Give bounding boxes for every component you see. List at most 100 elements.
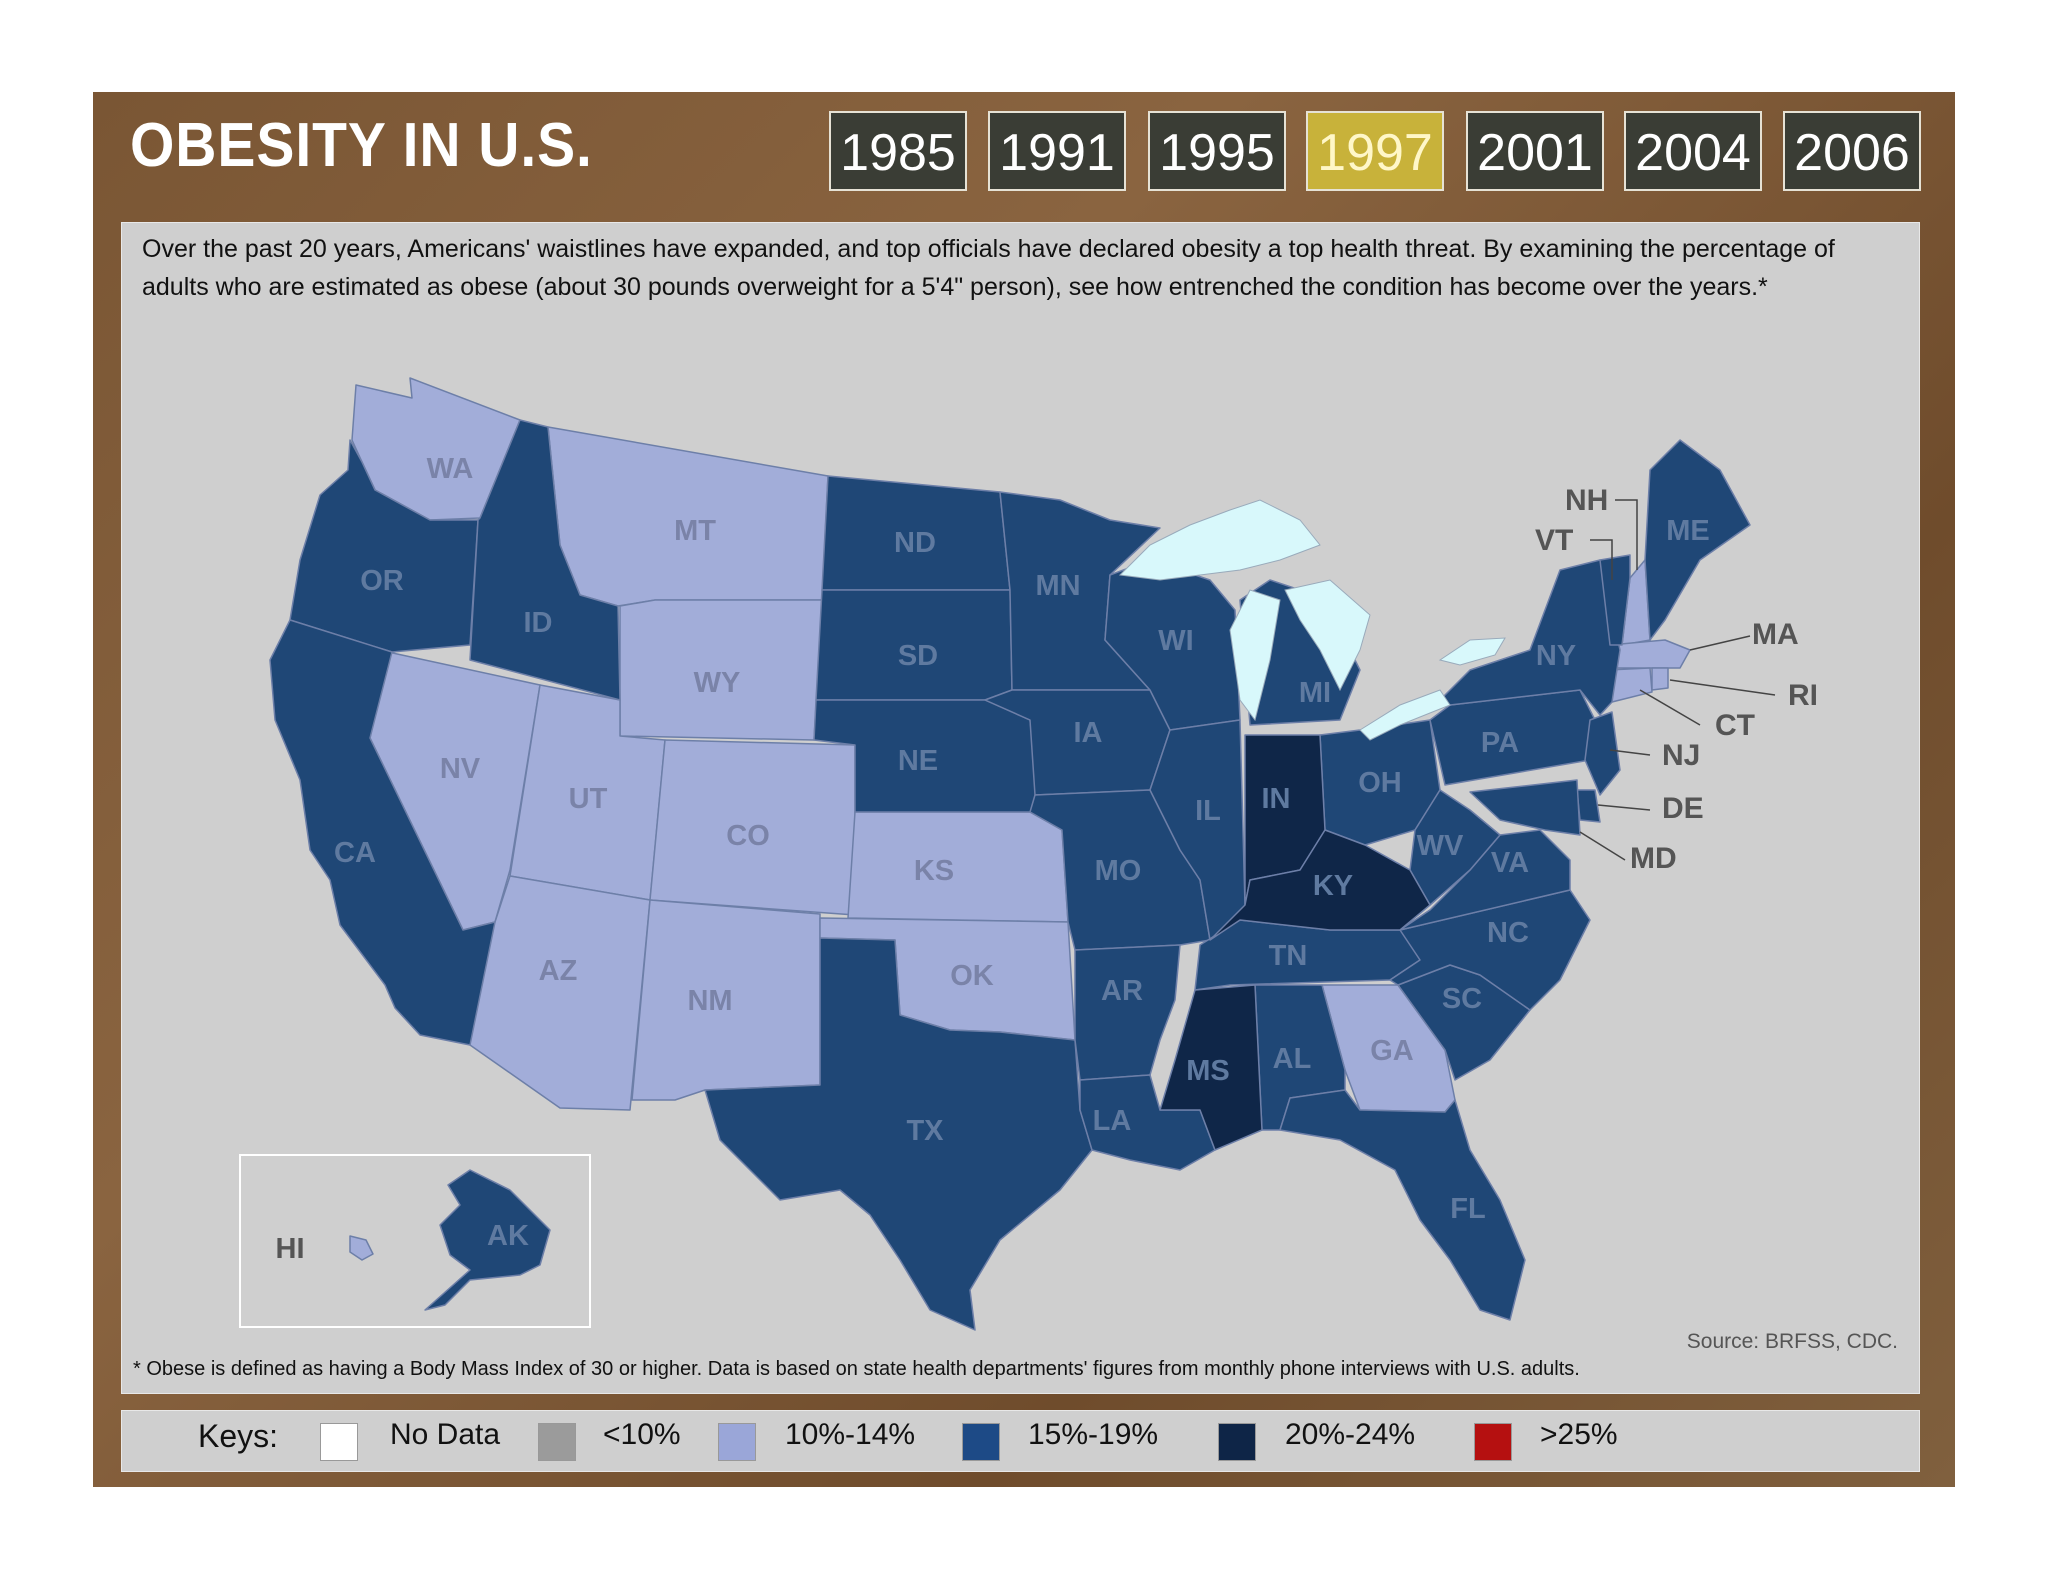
state-CA[interactable] [269,619,496,1046]
inset-box [239,1154,591,1328]
state-TX[interactable] [704,937,1093,1331]
label-NE: NE [898,745,938,777]
legend-label-15-19: 15%-19% [1028,1418,1159,1451]
label-GA: GA [1370,1035,1414,1067]
label-VA: VA [1491,847,1529,879]
label-NJ: NJ [1662,739,1700,772]
label-AL: AL [1273,1043,1312,1075]
legend-bar [121,1410,1920,1472]
state-LA[interactable] [1079,1074,1216,1171]
label-PA: PA [1481,727,1519,759]
state-AR[interactable] [1074,944,1181,1081]
page-title: OBESITY IN U.S. [130,111,593,180]
state-KS[interactable] [847,811,1069,923]
label-CT: CT [1715,709,1755,742]
year-button-2001[interactable]: 2001 [1466,111,1604,191]
label-FL: FL [1450,1193,1485,1225]
label-ME: ME [1666,515,1710,547]
label-MD: MD [1630,842,1677,875]
callout-line-DE [1597,804,1651,811]
legend-label-gt25: >25% [1540,1418,1618,1451]
state-NC[interactable] [1389,889,1591,1011]
callout-line-RI [1669,679,1776,696]
label-IL: IL [1195,795,1221,827]
label-CO: CO [726,820,770,852]
label-WY: WY [694,667,741,699]
state-NY[interactable] [1439,559,1621,716]
year-button-2004[interactable]: 2004 [1624,111,1762,191]
label-SC: SC [1442,983,1482,1015]
state-VT[interactable] [1599,554,1631,646]
state-OR[interactable] [289,439,479,653]
label-RI: RI [1788,679,1818,712]
label-WV: WV [1417,830,1464,862]
year-button-1991[interactable]: 1991 [988,111,1126,191]
callout-line-NH [1615,499,1638,570]
lake-superior [1118,499,1321,581]
label-MO: MO [1095,855,1142,887]
label-LA: LA [1093,1105,1132,1137]
label-MS: MS [1186,1055,1230,1087]
lake-ontario [1438,637,1506,666]
footnote: * Obese is defined as having a Body Mass… [133,1358,1580,1380]
legend-label-20-24: 20%-24% [1285,1418,1416,1451]
label-OR: OR [360,565,404,597]
year-button-1985[interactable]: 1985 [829,111,967,191]
state-RI[interactable] [1651,667,1669,691]
label-MI: MI [1299,677,1331,709]
state-WA[interactable] [351,377,521,521]
label-WA: WA [427,453,474,485]
legend-swatch-10-14 [718,1423,756,1461]
state-FL[interactable] [1279,1089,1526,1321]
label-IN: IN [1262,783,1291,815]
callout-line-CT [1639,689,1701,726]
label-KY: KY [1313,870,1353,902]
legend-swatch-gt25 [1474,1423,1512,1461]
callout-line-MD [1579,831,1626,861]
legend-label-10-14: 10%-14% [785,1418,916,1451]
label-TN: TN [1269,940,1308,972]
label-AK: AK [487,1220,529,1252]
source-credit: Source: BRFSS, CDC. [1686,1330,1898,1353]
state-WY[interactable] [619,599,823,741]
state-MD[interactable] [1469,779,1581,836]
state-ME[interactable] [1644,439,1751,641]
label-AR: AR [1101,975,1143,1007]
label-OK: OK [950,960,994,992]
legend-swatch-lt10 [538,1423,576,1461]
label-UT: UT [569,783,608,815]
year-button-2006[interactable]: 2006 [1783,111,1921,191]
state-NJ[interactable] [1584,711,1621,796]
label-MT: MT [674,515,716,547]
legend-label-lt10: <10% [603,1418,681,1451]
state-HI[interactable] [349,1235,374,1261]
legend-label-no-data: No Data [390,1418,501,1451]
label-NV: NV [440,753,481,785]
label-NH: NH [1565,484,1608,517]
state-DE[interactable] [1576,789,1601,823]
label-VT: VT [1535,524,1573,557]
legend-swatch-20-24 [1218,1423,1256,1461]
label-HI: HI [276,1233,305,1265]
callout-line-NJ [1609,749,1651,756]
label-WI: WI [1158,625,1193,657]
legend-swatch-no-data [320,1423,358,1461]
label-CA: CA [334,837,376,869]
label-KS: KS [914,855,954,887]
label-DE: DE [1662,792,1704,825]
label-NM: NM [687,985,732,1017]
state-AK[interactable] [424,1169,551,1311]
state-ID[interactable] [469,419,621,701]
year-button-1997[interactable]: 1997 [1306,111,1444,191]
callout-line-MA [1689,635,1751,651]
label-OH: OH [1358,767,1402,799]
label-AZ: AZ [539,955,578,987]
state-MS[interactable] [1159,984,1263,1151]
callout-line-VT [1590,539,1613,580]
label-NY: NY [1536,640,1576,672]
year-button-1995[interactable]: 1995 [1148,111,1286,191]
label-MN: MN [1035,570,1080,602]
state-KY[interactable] [1209,829,1431,941]
label-ND: ND [894,527,936,559]
label-SD: SD [898,640,938,672]
